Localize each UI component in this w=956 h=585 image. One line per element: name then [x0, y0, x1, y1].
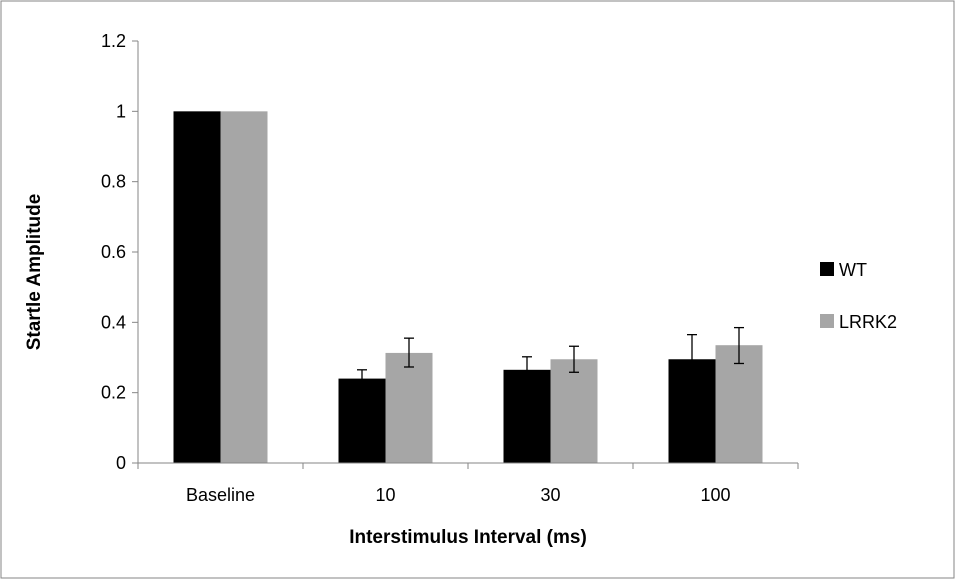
legend-label: WT: [839, 260, 867, 280]
y-tick-label: 1: [116, 101, 126, 121]
x-tick-label: 10: [375, 485, 395, 505]
legend-swatch: [820, 314, 834, 328]
bar-wt-30: [503, 369, 551, 463]
y-tick-label: 0.8: [101, 172, 126, 192]
bar-lrrk2-10: [385, 352, 433, 463]
x-tick-label: 30: [540, 485, 560, 505]
x-tick-label: Baseline: [186, 485, 255, 505]
legend-item-wt: WT: [820, 260, 867, 280]
error-bar-wt-100: [687, 333, 697, 384]
legend-label: LRRK2: [839, 312, 897, 332]
bar-lrrk2-baseline: [220, 111, 268, 463]
error-bar-wt-30: [522, 356, 532, 383]
bar-lrrk2-100: [715, 345, 763, 463]
y-axis-title: Startle Amplitude: [24, 194, 45, 351]
x-axis-title: Interstimulus Interval (ms): [349, 527, 587, 548]
error-bar-lrrk2-100: [734, 326, 744, 365]
error-bar-lrrk2-10: [404, 337, 414, 368]
legend: WT LRRK2: [820, 260, 897, 332]
y-tick-label: 0.4: [101, 312, 126, 332]
legend-swatch: [820, 262, 834, 276]
error-bar-lrrk2-30: [569, 345, 579, 373]
legend-item-lrrk2: LRRK2: [820, 312, 897, 332]
axes-layer: [132, 40, 799, 469]
y-tick-label: 1.2: [101, 31, 126, 51]
y-tick-label: 0: [116, 453, 126, 473]
bars-layer: [173, 111, 763, 463]
text-layer: 0 0.2 0.4 0.6 0.8 1 1.2 Baseline 10 30 100 Intersti…: [24, 31, 731, 548]
x-tick-label: 100: [700, 485, 730, 505]
y-tick-label: 0.6: [101, 242, 126, 262]
bar-lrrk2-30: [550, 359, 598, 463]
bar-wt-10: [338, 378, 386, 463]
y-tick-label: 0.2: [101, 383, 126, 403]
error-bar-wt-10: [357, 369, 367, 386]
bar-wt-baseline: [173, 111, 221, 463]
